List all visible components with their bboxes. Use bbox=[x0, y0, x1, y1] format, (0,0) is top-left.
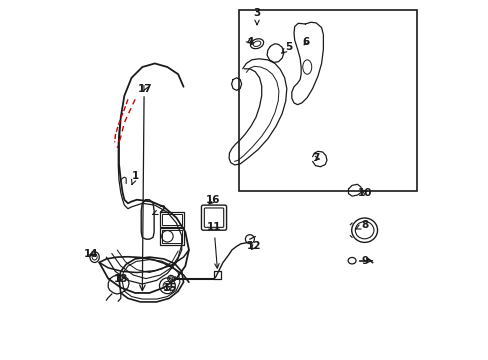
Text: 16: 16 bbox=[205, 195, 220, 205]
Text: 8: 8 bbox=[355, 220, 367, 230]
Bar bbox=[160, 228, 183, 244]
Text: 14: 14 bbox=[83, 248, 98, 258]
Text: 9: 9 bbox=[361, 256, 371, 266]
Bar bbox=[162, 230, 182, 243]
Text: 5: 5 bbox=[281, 42, 292, 53]
Text: 15: 15 bbox=[163, 283, 177, 293]
Text: 13: 13 bbox=[114, 274, 128, 284]
Text: 12: 12 bbox=[246, 241, 261, 251]
Bar bbox=[239, 10, 416, 191]
Text: 7: 7 bbox=[311, 153, 319, 163]
Text: 6: 6 bbox=[302, 37, 309, 47]
Text: 1: 1 bbox=[131, 171, 139, 184]
Text: 10: 10 bbox=[357, 188, 372, 198]
Bar bbox=[160, 212, 183, 226]
Text: 3: 3 bbox=[253, 8, 260, 24]
Text: 2: 2 bbox=[153, 206, 165, 216]
Text: 17: 17 bbox=[137, 84, 152, 94]
Bar bbox=[162, 214, 182, 225]
Text: 11: 11 bbox=[206, 222, 221, 268]
Text: 4: 4 bbox=[245, 37, 253, 47]
